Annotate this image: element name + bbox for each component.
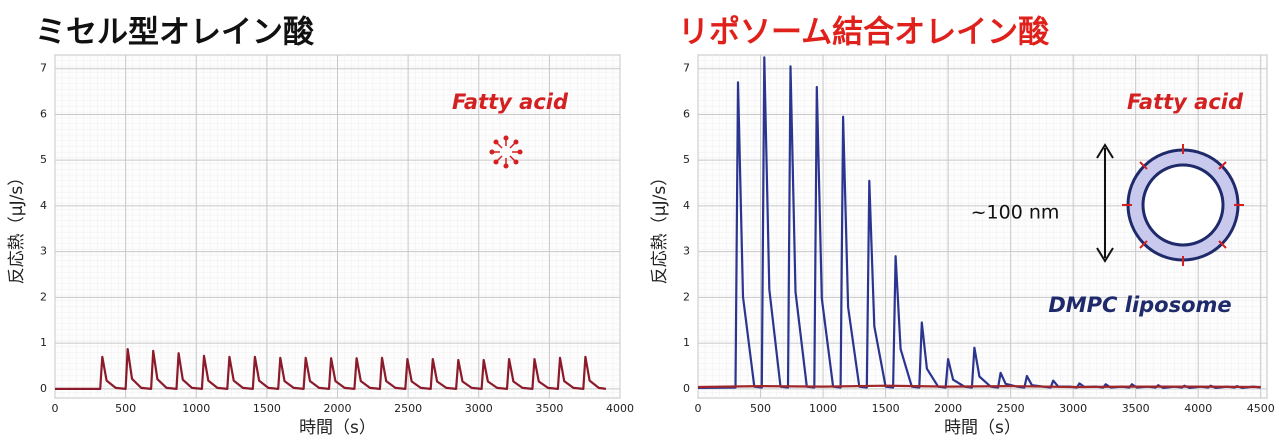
- annotation: Fatty acid: [1127, 90, 1244, 114]
- x-tick-label: 3000: [1059, 402, 1087, 415]
- y-tick-label: 2: [683, 290, 690, 303]
- x-tick-label: 2000: [934, 402, 962, 415]
- x-tick-label: 4500: [1247, 402, 1275, 415]
- x-tick-label: 4000: [606, 402, 634, 415]
- x-tick-label: 0: [52, 402, 59, 415]
- y-tick-label: 3: [683, 245, 690, 258]
- y-tick-label: 1: [683, 336, 690, 349]
- y-tick-label: 6: [683, 107, 690, 120]
- annotation: ~100 nm: [971, 202, 1060, 224]
- y-tick-label: 3: [40, 245, 47, 258]
- y-tick-label: 5: [40, 153, 47, 166]
- chart-title: リポソーム結合オレイン酸: [678, 15, 1050, 51]
- y-tick-label: 5: [683, 153, 690, 166]
- y-tick-label: 0: [683, 382, 690, 395]
- y-tick-label: 2: [40, 290, 47, 303]
- x-tick-label: 0: [695, 402, 702, 415]
- y-tick-label: 6: [40, 107, 47, 120]
- chart-title: ミセル型オレイン酸: [35, 15, 315, 51]
- data-line: [698, 386, 1261, 387]
- x-tick-label: 500: [750, 402, 771, 415]
- y-tick-label: 7: [40, 62, 47, 75]
- x-tick-label: 3000: [465, 402, 493, 415]
- y-tick-label: 4: [683, 199, 690, 212]
- x-axis-title: 時間（s）: [944, 418, 1021, 438]
- x-tick-label: 1500: [253, 402, 281, 415]
- y-axis-title: 反応熱（μJ/s）: [7, 169, 27, 284]
- y-axis-title: 反応熱（μJ/s）: [650, 169, 670, 284]
- x-tick-label: 4000: [1184, 402, 1212, 415]
- x-tick-label: 2000: [324, 402, 352, 415]
- x-tick-label: 3500: [1122, 402, 1150, 415]
- figure: 0500100015002000250030003500400001234567…: [0, 0, 1282, 439]
- y-tick-label: 4: [40, 199, 47, 212]
- x-tick-label: 3500: [535, 402, 563, 415]
- x-tick-label: 500: [115, 402, 136, 415]
- annotation: Fatty acid: [452, 90, 569, 114]
- x-tick-label: 2500: [997, 402, 1025, 415]
- x-tick-label: 1000: [182, 402, 210, 415]
- y-tick-label: 7: [683, 62, 690, 75]
- x-tick-label: 1000: [809, 402, 837, 415]
- x-tick-label: 2500: [394, 402, 422, 415]
- annotation: DMPC liposome: [1048, 293, 1231, 317]
- y-tick-label: 0: [40, 382, 47, 395]
- y-tick-label: 1: [40, 336, 47, 349]
- x-axis-title: 時間（s）: [299, 418, 376, 438]
- x-tick-label: 1500: [872, 402, 900, 415]
